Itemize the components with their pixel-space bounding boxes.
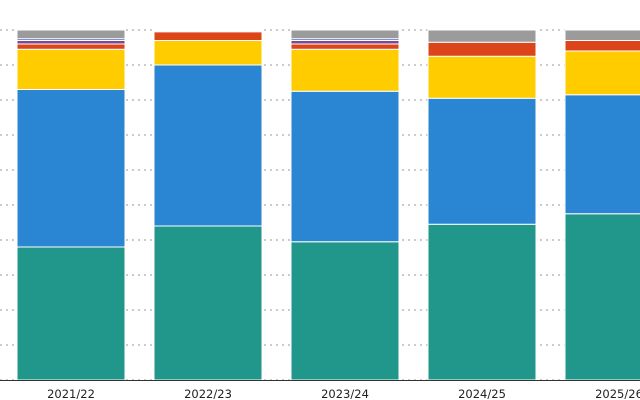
bar-segment xyxy=(290,40,400,45)
bar-segment xyxy=(290,90,400,243)
bar-stack-2022-23 xyxy=(153,29,263,381)
bar-segment xyxy=(16,29,126,40)
bar-segment xyxy=(427,55,537,99)
bar-segment xyxy=(427,97,537,225)
bar-segment xyxy=(427,223,537,381)
bar-segment xyxy=(564,29,640,41)
x-tick-label: 2022/23 xyxy=(184,387,232,400)
bar-segment xyxy=(16,89,126,248)
bar-segment xyxy=(564,40,640,52)
bar-segment xyxy=(564,213,640,381)
bar-segment xyxy=(290,43,400,50)
bar-segment xyxy=(564,50,640,96)
bar-segment xyxy=(290,29,400,40)
bar-segment xyxy=(564,94,640,215)
bar-segment xyxy=(16,40,126,45)
bar-stack-2021-22 xyxy=(16,29,126,381)
bar-segment xyxy=(153,29,263,32)
bar-stack-2024-25 xyxy=(427,29,537,381)
x-tick-labels: 2021/22 2022/23 2023/24 2024/25 2025/26 xyxy=(47,387,640,400)
bar-stack-2025-26 xyxy=(564,29,640,381)
bar-segment xyxy=(290,241,400,381)
bar-segment xyxy=(153,225,263,381)
bar-segment xyxy=(16,246,126,381)
x-tick-label: 2023/24 xyxy=(321,387,369,400)
bar-segment xyxy=(153,64,263,227)
x-tick-label: 2024/25 xyxy=(458,387,506,400)
bar-segment xyxy=(427,29,537,43)
x-tick-label: 2021/22 xyxy=(47,387,95,400)
bar-segment xyxy=(153,31,263,41)
bar-segment xyxy=(427,41,537,57)
bar-segment xyxy=(153,40,263,66)
bar-segment xyxy=(290,48,400,92)
bar-stack-2023-24 xyxy=(290,29,400,381)
bar-segment xyxy=(16,43,126,50)
x-tick-label: 2025/26 xyxy=(595,387,640,400)
bars xyxy=(16,29,640,381)
bar-segment xyxy=(16,48,126,90)
